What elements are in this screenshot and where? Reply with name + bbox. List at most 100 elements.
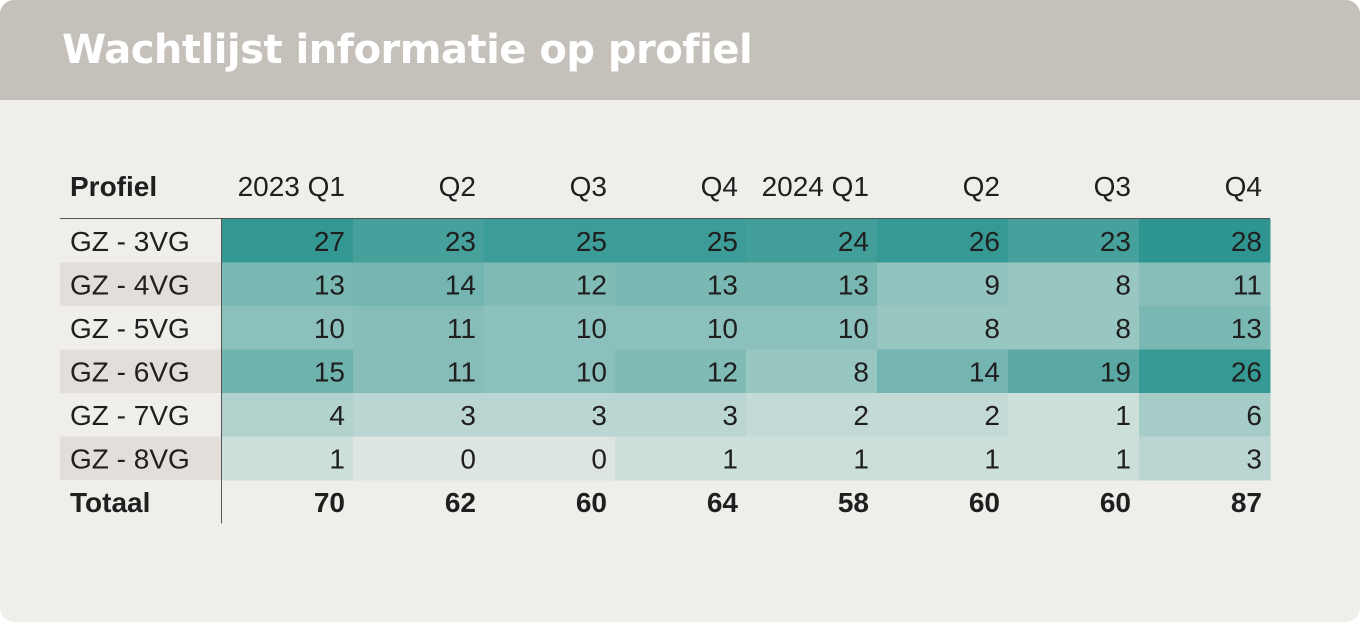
- cell-value: 23: [445, 226, 476, 257]
- total-label: Totaal: [70, 487, 150, 518]
- cell-value: 8: [1115, 313, 1131, 344]
- cell-value: 10: [838, 313, 869, 344]
- cell-value: 1: [329, 443, 345, 474]
- heatmap-cell: [746, 306, 878, 350]
- heatmap-cell: [877, 262, 1009, 307]
- cell-value: 8: [1115, 269, 1131, 300]
- heatmap-cell: [353, 393, 485, 437]
- heatmap-cell: [1139, 436, 1271, 481]
- heatmap-cell: [222, 306, 354, 350]
- heatmap-cell: [1008, 262, 1140, 307]
- cell-value: 2: [853, 400, 869, 431]
- heatmap-cell: [877, 306, 1009, 350]
- heatmap-cell: [746, 262, 878, 307]
- row-header: GZ - 5VG: [70, 313, 190, 344]
- page-title: Wachtlijst informatie op profiel: [62, 27, 753, 73]
- total-value: 70: [314, 487, 345, 518]
- heatmap-cell: [746, 349, 878, 394]
- heatmap-cell: [484, 393, 616, 437]
- heatmap-cell: [222, 219, 354, 263]
- cell-value: 4: [329, 400, 345, 431]
- heatmap-cell: [1008, 349, 1140, 394]
- cell-value: 11: [447, 356, 476, 387]
- heatmap-cell: [615, 306, 747, 350]
- total-value: 60: [576, 487, 607, 518]
- heatmap-cell: [877, 219, 1009, 263]
- row-label-background: [60, 349, 222, 393]
- heatmap-cell: [615, 349, 747, 394]
- row-header: GZ - 4VG: [70, 269, 190, 300]
- heatmap-cell: [484, 436, 616, 481]
- heatmap-cell: [1008, 393, 1140, 437]
- cell-value: 28: [1231, 226, 1262, 257]
- row-label-background: [60, 436, 222, 480]
- cell-value: 23: [1100, 226, 1131, 257]
- row-label-background: [60, 262, 222, 306]
- cell-value: 3: [591, 400, 607, 431]
- cell-value: 13: [838, 269, 869, 300]
- cell-value: 1: [1115, 443, 1131, 474]
- cell-value: 1: [853, 443, 869, 474]
- heatmap-cell: [222, 436, 354, 481]
- row-header: GZ - 7VG: [70, 400, 190, 431]
- heatmap-cell: [222, 393, 354, 437]
- heatmap-cell: [353, 219, 485, 263]
- cell-value: 27: [314, 226, 345, 257]
- cell-value: 8: [853, 356, 869, 387]
- cell-value: 14: [969, 356, 1000, 387]
- heatmap-cell: [746, 436, 878, 481]
- cell-value: 0: [460, 443, 476, 474]
- heatmap-cell: [877, 349, 1009, 394]
- cell-value: 3: [460, 400, 476, 431]
- heatmap-cell: [1008, 306, 1140, 350]
- column-header: Q2: [963, 171, 1000, 202]
- column-header: Q2: [439, 171, 476, 202]
- cell-value: 13: [1231, 313, 1262, 344]
- total-value: 58: [838, 487, 869, 518]
- heatmap-cell: [484, 219, 616, 263]
- cell-value: 13: [707, 269, 738, 300]
- cell-value: 12: [576, 269, 607, 300]
- header-band: Wachtlijst informatie op profiel: [0, 0, 1360, 100]
- cell-value: 10: [314, 313, 345, 344]
- heatmap-cell: [353, 262, 485, 307]
- corner-label: Profiel: [70, 171, 157, 202]
- cell-value: 1: [722, 443, 738, 474]
- total-value: 60: [969, 487, 1000, 518]
- row-header: GZ - 8VG: [70, 443, 190, 474]
- column-header: 2023 Q1: [238, 171, 345, 202]
- cell-value: 1: [1115, 400, 1131, 431]
- cell-value: 11: [1233, 269, 1262, 300]
- cell-value: 15: [314, 356, 345, 387]
- column-header: Q4: [701, 171, 738, 202]
- cell-value: 24: [838, 226, 869, 257]
- column-header: Q3: [570, 171, 607, 202]
- column-header: Q4: [1225, 171, 1262, 202]
- heatmap-cell: [484, 306, 616, 350]
- heatmap-cell: [615, 262, 747, 307]
- heatmap-cell: [746, 219, 878, 263]
- heatmap-cell: [484, 349, 616, 394]
- row-header: GZ - 3VG: [70, 226, 190, 257]
- cell-value: 0: [591, 443, 607, 474]
- cell-value: 26: [1231, 356, 1262, 387]
- heatmap-cell: [877, 436, 1009, 481]
- column-header: Q3: [1094, 171, 1131, 202]
- heatmap-cell: [1139, 219, 1271, 263]
- cell-value: 10: [707, 313, 738, 344]
- cell-value: 19: [1100, 356, 1131, 387]
- heatmap-cell: [222, 349, 354, 394]
- heatmap-cell: [1139, 306, 1271, 350]
- heatmap-cell: [1139, 262, 1271, 307]
- cell-value: 25: [576, 226, 607, 257]
- heatmap-cell: [222, 262, 354, 307]
- heatmap-cell: [353, 306, 485, 350]
- heatmap-cell: [1139, 349, 1271, 394]
- heatmap-cell: [1008, 219, 1140, 263]
- cell-value: 26: [969, 226, 1000, 257]
- heatmap-cell: [1008, 436, 1140, 481]
- total-value: 62: [445, 487, 476, 518]
- heatmap-cell: [746, 393, 878, 437]
- heatmap-cell: [353, 349, 485, 394]
